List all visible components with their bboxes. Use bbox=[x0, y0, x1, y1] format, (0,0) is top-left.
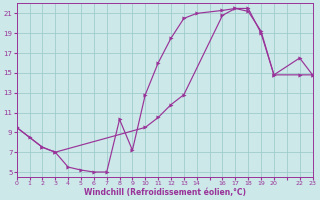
X-axis label: Windchill (Refroidissement éolien,°C): Windchill (Refroidissement éolien,°C) bbox=[84, 188, 245, 197]
